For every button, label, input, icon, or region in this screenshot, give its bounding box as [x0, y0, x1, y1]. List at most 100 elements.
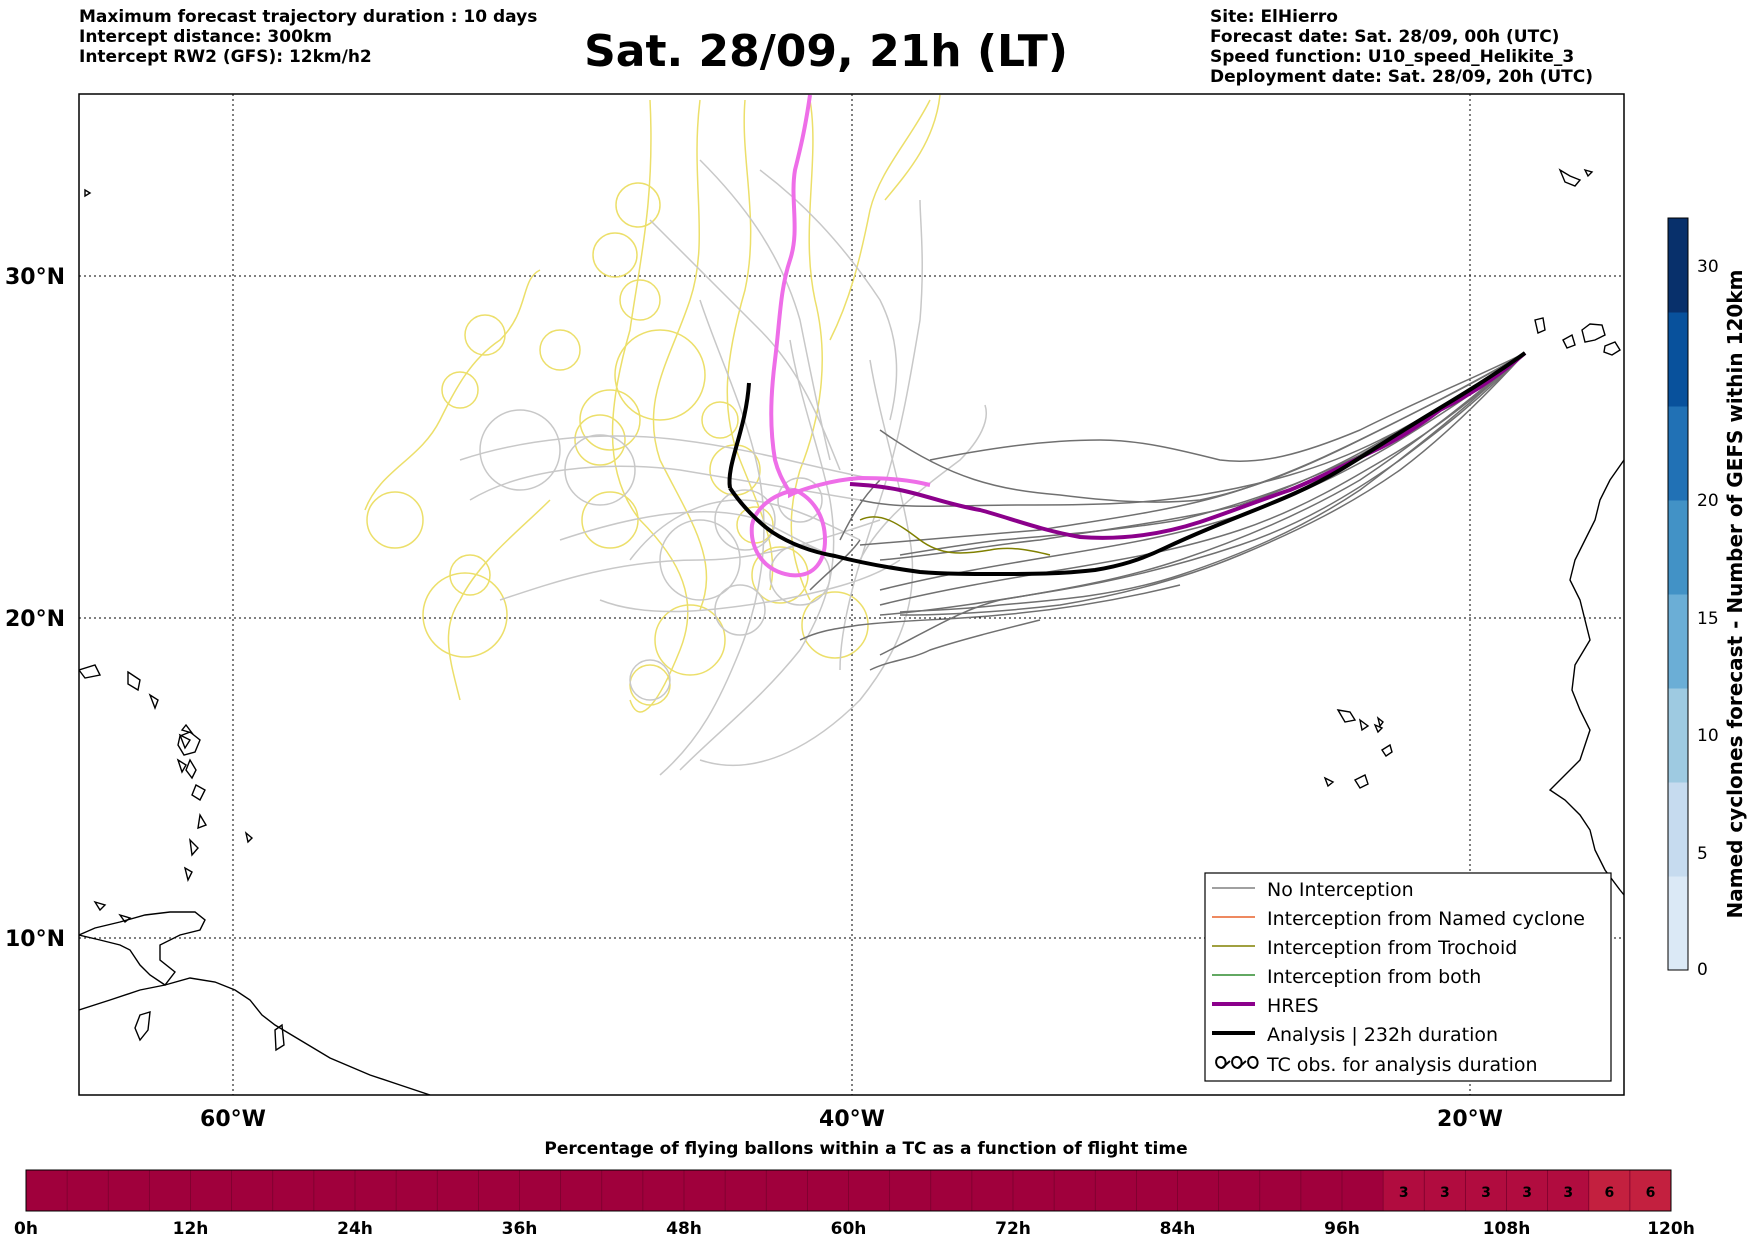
african-coast [1548, 459, 1624, 896]
colorbar-cell [1668, 500, 1688, 595]
timeline-tick-12h: 12h [173, 1219, 209, 1239]
timeline-cell [1424, 1170, 1466, 1211]
colorbar-cell [1668, 688, 1688, 783]
colorbar-cell [1668, 312, 1688, 407]
header-left-info: Maximum forecast trajectory duration : 1… [79, 7, 537, 67]
timeline-tick-60h: 60h [831, 1219, 867, 1239]
colorbar-tick-20: 20 [1697, 491, 1719, 511]
lon-label-60w: 60°W [200, 1107, 266, 1132]
trochoid-loop [574, 414, 626, 466]
timeline-tick-36h: 36h [502, 1219, 538, 1239]
colorbar-tick-0: 0 [1697, 960, 1708, 980]
trinidad-venezuela-coast [79, 911, 206, 986]
legend-label-0: No Interception [1267, 879, 1414, 901]
no-interception-track [929, 352, 1526, 462]
track-loop [777, 477, 823, 523]
deployment-date-text: Deployment date: Sat. 28/09, 20h (UTC) [1210, 67, 1594, 87]
timeline-cell [1629, 1170, 1671, 1211]
timeline-cell [1547, 1170, 1589, 1211]
timeline-cell [1383, 1170, 1425, 1211]
legend-box [1204, 872, 1612, 1082]
track-loop [564, 434, 636, 506]
forecast-date-text: Forecast date: Sat. 28/09, 00h (UTC) [1210, 27, 1560, 47]
lat-label-10n: 10°N [5, 927, 65, 952]
colorbar-tick-30: 30 [1697, 257, 1719, 277]
legend-label-2: Interception from Trochoid [1267, 937, 1517, 959]
colorbar-cell [1668, 218, 1688, 313]
hres-track [849, 351, 1527, 540]
loops-icon [1215, 1055, 1259, 1069]
trochoid-loop [441, 371, 479, 409]
trochoid-loop [615, 182, 661, 228]
track-loop [659, 519, 741, 601]
site-text: Site: ElHierro [1210, 7, 1338, 27]
timeline-tick-24h: 24h [337, 1219, 373, 1239]
intercept-distance-text: Intercept distance: 300km [79, 27, 332, 47]
timeline-tick-72h: 72h [995, 1219, 1031, 1239]
timeline-tick-84h: 84h [1160, 1219, 1196, 1239]
island-outline [274, 1023, 285, 1052]
page-title: Sat. 28/09, 21h (LT) [584, 26, 1068, 77]
no-interception-track [459, 435, 881, 481]
analysis-track [728, 351, 1527, 576]
trochoid-loop [422, 572, 508, 658]
trochoid-loop [654, 604, 726, 676]
no-interception-track [869, 619, 1041, 671]
trochoid-track [364, 269, 541, 511]
main-track-bundle [799, 352, 1526, 671]
colorbar-cell [1668, 406, 1688, 501]
colorbar-ticks: 0 5 10 15 20 30 [1697, 257, 1719, 980]
trochoid-loop [701, 401, 739, 439]
trochoid-track [829, 99, 931, 341]
no-interception-track [799, 584, 1181, 641]
madeira-islands [1558, 168, 1594, 187]
south-america-coast [79, 977, 431, 1095]
bermuda [84, 188, 92, 198]
max-duration-text: Maximum forecast trajectory duration : 1… [79, 7, 538, 27]
no-interception-track [699, 359, 914, 766]
legend-label-4: HRES [1267, 995, 1319, 1017]
trochoid-loop [539, 329, 581, 371]
timeline-cell-value: 6 [1604, 1185, 1614, 1201]
island-outline [134, 1011, 151, 1042]
timeline-cell-value: 3 [1563, 1185, 1573, 1201]
no-interception-track [599, 559, 901, 613]
no-interception-track [879, 352, 1526, 503]
trochoid-loop [579, 389, 641, 451]
trochoid-track [884, 94, 941, 201]
speed-function-text: Speed function: U10_speed_Helikite_3 [1210, 47, 1575, 67]
legend-label-1: Interception from Named cyclone [1267, 908, 1585, 930]
map-frame [78, 93, 1625, 1096]
track-loop [714, 584, 766, 636]
no-interception-track [899, 352, 1526, 616]
colorbar-frame [1667, 217, 1689, 971]
trochoid-loop [801, 591, 869, 659]
timeline-cell [1588, 1170, 1630, 1211]
lesser-antilles-north [79, 664, 194, 774]
timeline-cell-value: 6 [1646, 1185, 1656, 1201]
timeline-cells: 3 3 3 3 3 6 6 [1383, 1170, 1671, 1211]
timeline-cell [1506, 1170, 1548, 1211]
colorbar-tick-5: 5 [1697, 844, 1708, 864]
legend-label-6: TC obs. for analysis duration [1266, 1054, 1538, 1076]
no-interception-track [809, 539, 861, 591]
colorbar-cell [1668, 876, 1688, 971]
lon-label-20w: 20°W [1437, 1107, 1503, 1132]
trochoid-loop [581, 491, 639, 549]
timeline-frame [25, 1169, 1672, 1212]
header-right-info: Site: ElHierro Forecast date: Sat. 28/09… [1210, 7, 1593, 87]
lat-label-30n: 30°N [5, 265, 65, 290]
no-interception-track [899, 352, 1526, 613]
track-loop [479, 409, 561, 491]
timeline-tick-0h: 0h [14, 1219, 38, 1239]
trochoid-loop [592, 232, 638, 278]
no-interception-track [499, 519, 881, 601]
colorbar-label: Named cyclones forecast - Number of GEFS… [1723, 270, 1747, 919]
trochoid-loop [366, 491, 424, 549]
timeline-cell [1465, 1170, 1507, 1211]
colorbar-tick-15: 15 [1697, 609, 1719, 629]
timeline-tick-108h: 108h [1483, 1219, 1531, 1239]
timeline-cell-value: 3 [1440, 1185, 1450, 1201]
legend-label-5: Analysis | 232h duration [1267, 1024, 1498, 1046]
trochoid-tracks [364, 94, 941, 713]
